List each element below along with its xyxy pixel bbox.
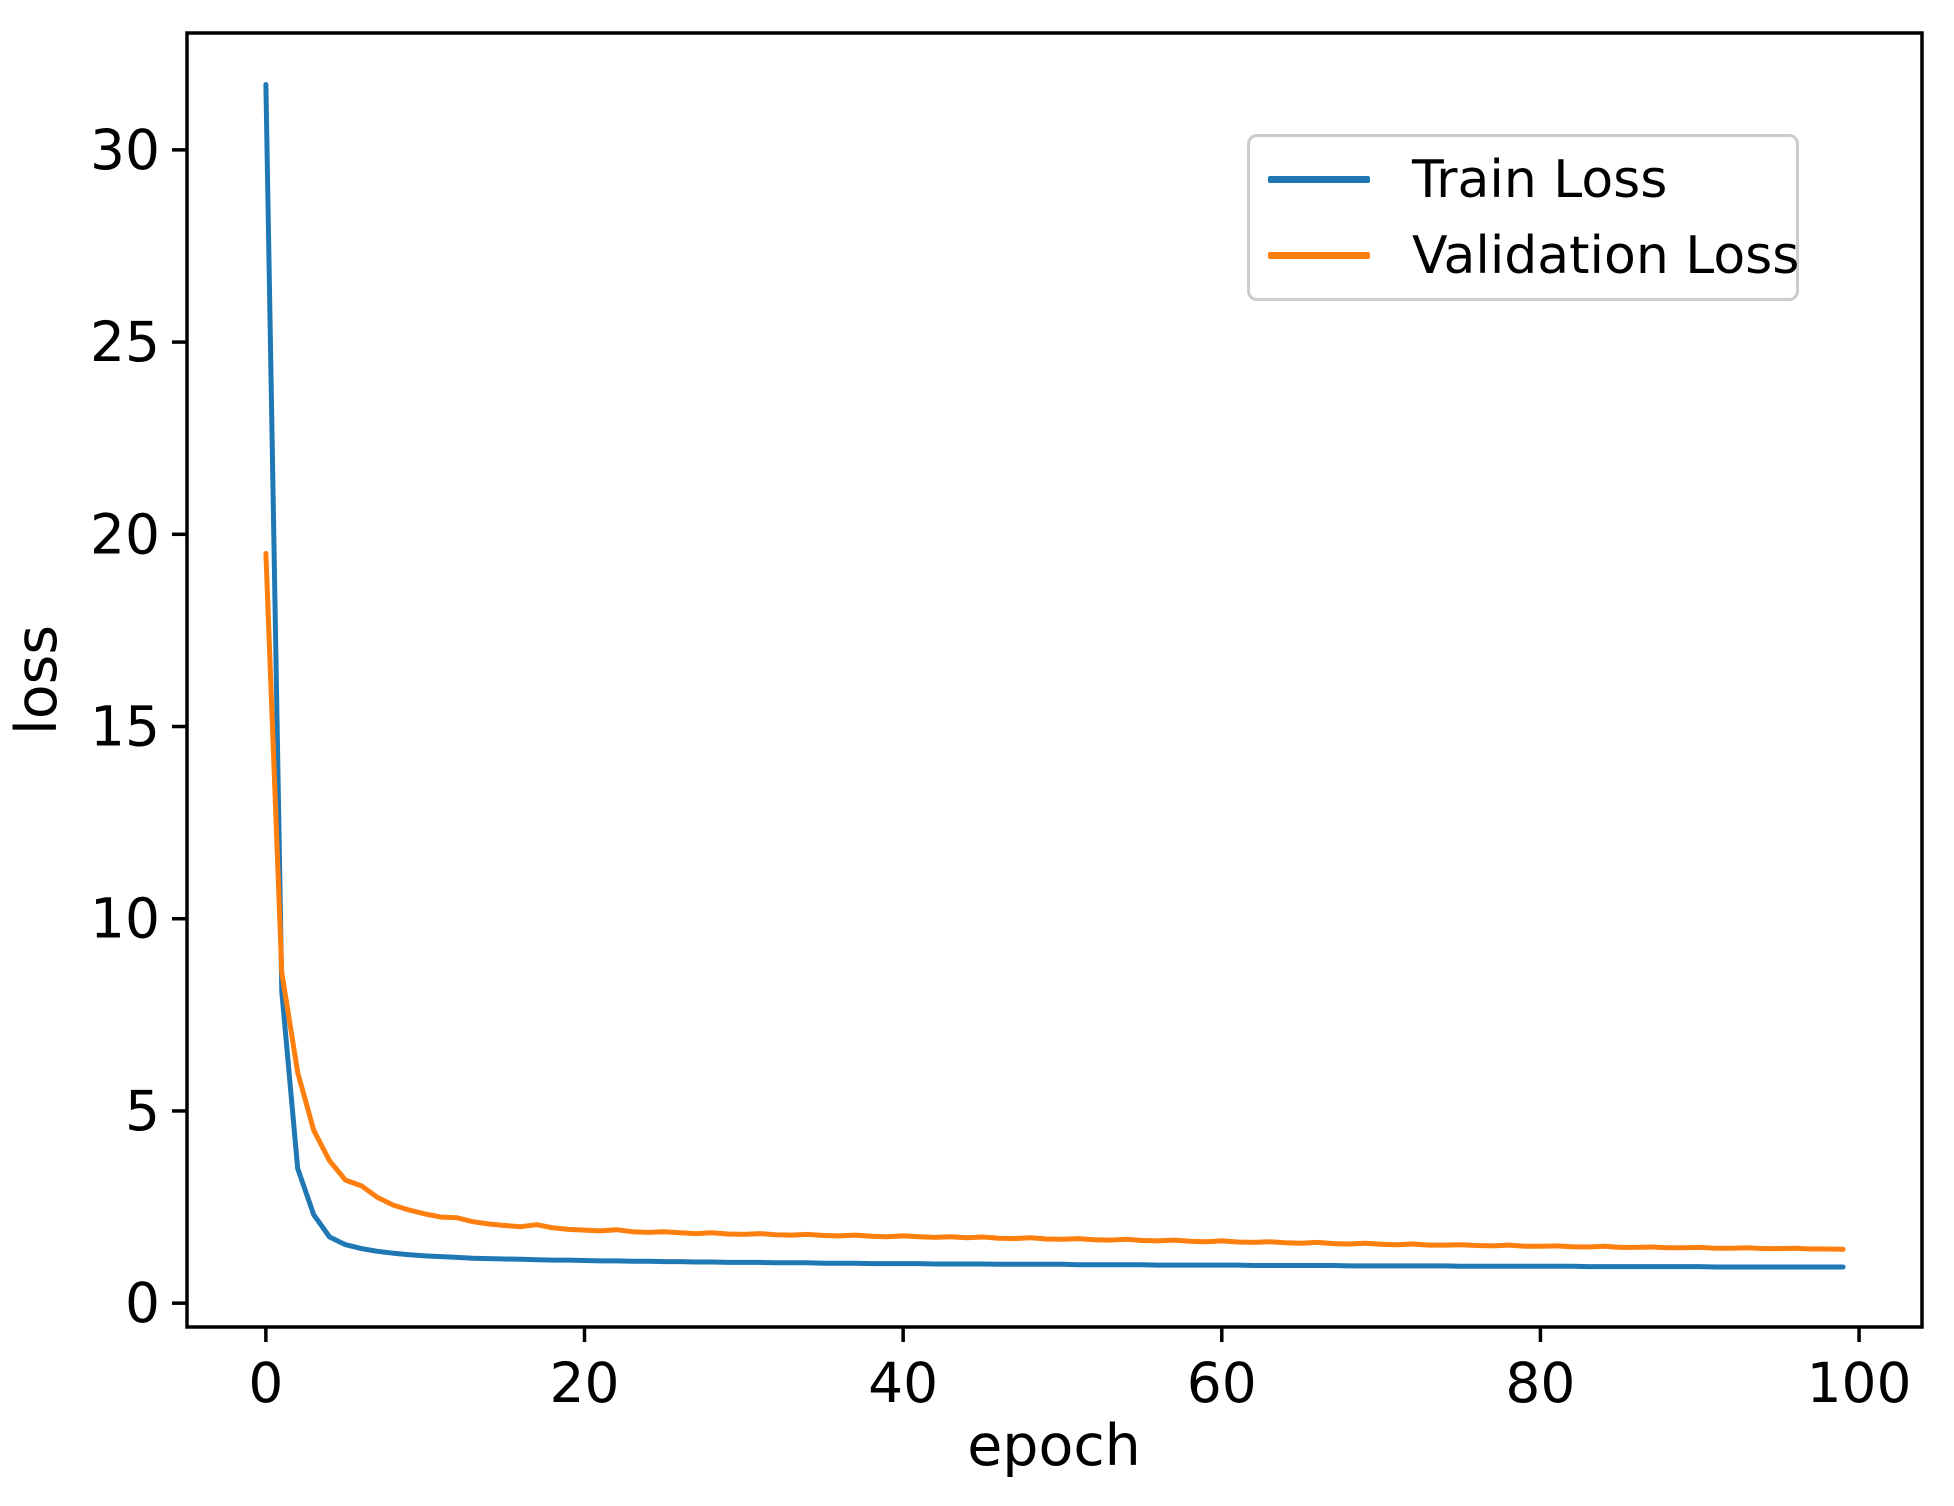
train-loss-line [263,82,1846,1270]
legend-label-train-loss: Train Loss [1412,149,1668,210]
x-axis-label: epoch [967,1413,1141,1479]
y-tick-label: 10 [90,887,160,951]
x-tick-label: 40 [868,1351,938,1415]
y-tick-label: 20 [90,502,160,566]
y-tick-label: 30 [90,118,160,182]
y-tick-label: 25 [90,310,160,374]
legend: Train Loss Validation Loss [1247,134,1799,301]
legend-item-train-loss: Train Loss [1268,154,1796,206]
axes-frame [185,31,1924,1329]
y-tick-label: 0 [125,1271,160,1335]
validation-loss-line [263,551,1846,1252]
x-tick-label: 60 [1187,1351,1257,1415]
y-tick-label: 5 [125,1079,160,1143]
x-tick-label: 20 [550,1351,620,1415]
legend-item-validation-loss: Validation Loss [1268,225,1800,286]
y-axis-label: loss [4,625,70,735]
x-tick-label: 100 [1807,1351,1912,1415]
legend-label-validation-loss: Validation Loss [1412,225,1800,286]
x-tick-label: 0 [248,1351,283,1415]
validation-loss-line-swatch [1268,252,1370,259]
y-tick-label: 15 [90,695,160,759]
x-tick-label: 80 [1505,1351,1575,1415]
plot-area: 0 20 40 60 80 100 0 5 10 15 20 25 30 [90,31,1924,1415]
train-loss-line-swatch [1268,176,1370,183]
